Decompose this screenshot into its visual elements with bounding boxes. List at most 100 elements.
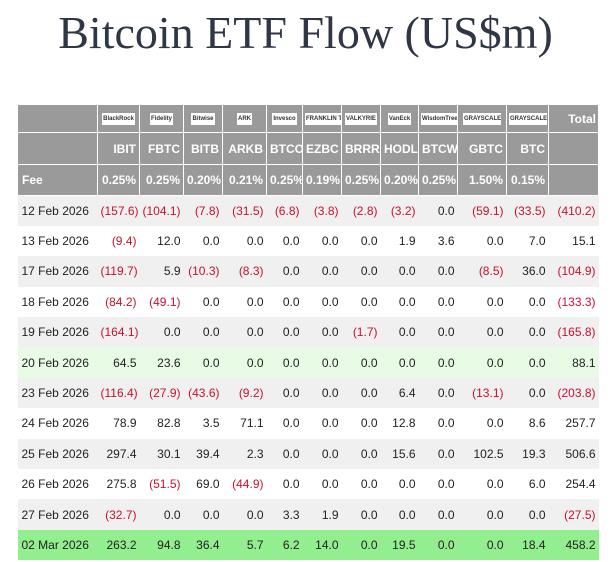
date: 26 Feb 2026 <box>21 477 89 492</box>
issuer-logo: ARK <box>237 113 252 126</box>
flow: 0.0 <box>528 507 546 522</box>
date: 27 Feb 2026 <box>21 507 89 522</box>
ticker: BTCW <box>418 132 458 165</box>
flow: 12.0 <box>157 234 181 249</box>
flow: (2.8) <box>352 203 378 218</box>
flow-row: 26 Feb 2026 275.8 (51.5) 69.0 (44.9) 0.0 0.0 0.… <box>18 469 599 499</box>
flow: 0.0 <box>486 507 504 522</box>
flow: 0.0 <box>486 294 504 309</box>
issuer-logo: VanEck <box>387 113 412 126</box>
flow: (43.6) <box>188 386 220 401</box>
flow: 3.6 <box>437 234 455 249</box>
date: 19 Feb 2026 <box>21 325 89 340</box>
total-flow: (27.5) <box>564 507 596 522</box>
issuer-logo: FRANKLIN TEMPLETON <box>305 113 341 126</box>
flow: 69.0 <box>196 477 220 492</box>
flow: 0.0 <box>437 477 455 492</box>
flow-row: 19 Feb 2026 (164.1) 0.0 0.0 0.0 0.0 0.0 (1.7) 0.… <box>17 317 599 348</box>
flow: 263.2 <box>106 537 137 552</box>
issuer-logo: WisdomTree <box>421 113 457 126</box>
fee: 0.20% <box>380 164 419 196</box>
flow-row: 02 Mar 2026 263.2 94.8 36.4 5.7 6.2 14.0 0.0 19.… <box>17 529 599 561</box>
ticker: BRRR <box>341 132 381 165</box>
flow: 5.9 <box>163 264 181 279</box>
flow: 0.0 <box>437 537 455 552</box>
flow: (44.9) <box>232 477 264 492</box>
ticker: IBIT <box>97 132 140 165</box>
date: 20 Feb 2026 <box>21 355 89 370</box>
logo-cell: Total <box>548 104 599 133</box>
total-flow: 254.4 <box>565 477 596 492</box>
total-flow: 257.7 <box>565 416 596 431</box>
flow: 275.8 <box>106 477 137 492</box>
date: 12 Feb 2026 <box>21 203 89 218</box>
fee: 0.21% <box>222 164 267 196</box>
flow: 0.0 <box>486 537 504 552</box>
flow: 0.0 <box>398 477 416 492</box>
flow: 0.0 <box>398 507 416 522</box>
flow: 0.0 <box>528 325 546 340</box>
fee-label: Fee <box>17 164 98 196</box>
date: 18 Feb 2026 <box>21 294 89 309</box>
flow: 78.9 <box>113 416 137 431</box>
issuer-logo: GRAYSCALE <box>463 113 501 126</box>
flow: 0.0 <box>202 234 220 249</box>
flow: 0.0 <box>360 477 378 492</box>
logo-cell: Fidelity <box>139 104 184 133</box>
flow: 7.0 <box>528 234 546 249</box>
flow: (51.5) <box>149 477 181 492</box>
issuer-logo: Bitwise <box>191 113 215 126</box>
flow: 0.0 <box>321 416 339 431</box>
flow: 82.8 <box>157 416 181 431</box>
flow: 0.0 <box>246 294 264 309</box>
flow: 30.1 <box>157 446 181 461</box>
fee: 0.25% <box>97 164 140 196</box>
flow: 5.7 <box>246 537 264 552</box>
total-flow: 506.6 <box>565 446 596 461</box>
total-flow: (104.9) <box>557 264 596 279</box>
flow: 0.0 <box>282 386 300 401</box>
flow: 64.5 <box>113 355 137 370</box>
flow: 0.0 <box>321 477 339 492</box>
logo-row: BlackRock Fidelity Bitwise ARK Invesco FRANKL… <box>17 104 599 133</box>
flow: (6.8) <box>274 203 300 218</box>
total-flow: (203.8) <box>557 386 596 401</box>
issuer-logo: GRAYSCALE <box>509 113 547 126</box>
flow: (1.7) <box>352 325 378 340</box>
flow: (8.3) <box>238 264 264 279</box>
fee-row: Fee 0.25% 0.25% 0.20% 0.21% 0.25% 0.19% 0.25% 0.… <box>17 164 599 196</box>
corner <box>17 132 98 165</box>
logo-cell: Invesco <box>266 104 303 133</box>
total-flow: (133.3) <box>557 294 596 309</box>
flow: 0.0 <box>321 355 339 370</box>
flow: (49.1) <box>149 294 181 309</box>
flow: 0.0 <box>282 234 300 249</box>
flow-row: 27 Feb 2026 (32.7) 0.0 0.0 0.0 3.3 1.9 0.0 0.0 0.… <box>17 499 599 530</box>
ticker: ARKB <box>222 132 267 165</box>
flow: 0.0 <box>282 264 300 279</box>
date: 23 Feb 2026 <box>21 386 89 401</box>
issuer-logo: VALKYRIE <box>345 113 377 126</box>
date: 24 Feb 2026 <box>21 416 89 431</box>
total-flow: 458.2 <box>565 537 596 552</box>
flow: 1.9 <box>398 234 416 249</box>
logo-cell: WisdomTree <box>418 104 458 133</box>
flow: (27.9) <box>149 386 181 401</box>
flow-row: 18 Feb 2026 (84.2) (49.1) 0.0 0.0 0.0 0.0 0.0 0.… <box>18 287 599 317</box>
flow: 0.0 <box>321 264 339 279</box>
fee: 0.25% <box>266 164 303 196</box>
flow: 23.6 <box>157 355 181 370</box>
total-flow: 15.1 <box>572 234 596 249</box>
flow: 0.0 <box>321 386 339 401</box>
flow: 0.0 <box>486 234 504 249</box>
flow: 0.0 <box>437 294 455 309</box>
flow: 94.8 <box>157 537 181 552</box>
flow: (33.5) <box>514 203 546 218</box>
total-header: Total <box>568 111 596 126</box>
flow: 36.0 <box>522 264 546 279</box>
fee: 0.25% <box>139 164 184 196</box>
flow: (157.6) <box>100 203 139 218</box>
logo-cell: BlackRock <box>97 104 140 133</box>
flow: 0.0 <box>282 477 300 492</box>
